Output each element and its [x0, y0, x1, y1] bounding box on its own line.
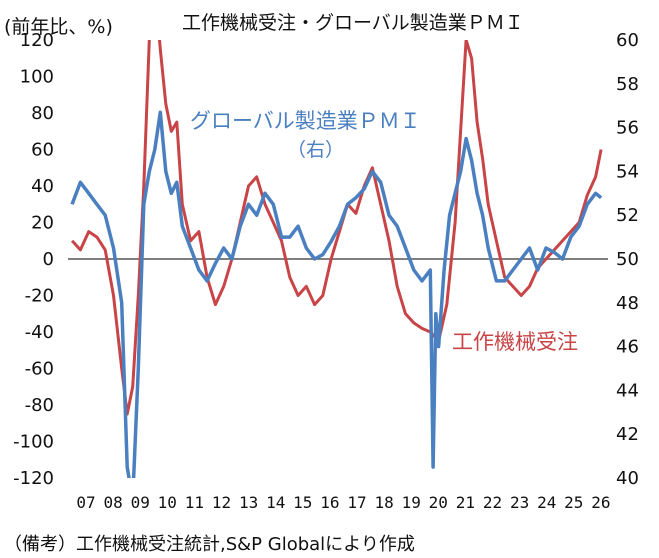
left-tick-label: 0 — [43, 249, 54, 270]
left-tick-label: 120 — [20, 30, 54, 51]
right-tick-label: 60 — [616, 30, 639, 51]
series-label-orders: 工作機械受注 — [452, 330, 578, 354]
x-tick-label: 25 — [564, 493, 583, 512]
left-tick-label: -40 — [25, 322, 54, 343]
series-line-machine-tool-orders — [70, 40, 603, 416]
right-tick-label: 56 — [616, 118, 639, 139]
right-tick-label: 42 — [616, 424, 639, 445]
series-label-pmi: グローバル製造業ＰＭＩ — [190, 109, 421, 133]
x-tick-label: 07 — [76, 493, 95, 512]
chart-title: 工作機械受注・グローバル製造業ＰＭＩ — [182, 12, 524, 34]
left-tick-label: -100 — [13, 432, 54, 453]
right-tick-label: 40 — [616, 468, 639, 489]
x-tick-label: 14 — [266, 493, 285, 512]
x-tick-label: 16 — [320, 493, 339, 512]
right-tick-label: 46 — [616, 337, 639, 358]
x-tick-label: 21 — [456, 493, 475, 512]
left-tick-label: 80 — [31, 103, 54, 124]
x-tick-label: 11 — [185, 493, 204, 512]
left-tick-label: -60 — [25, 359, 54, 380]
x-tick-label: 09 — [131, 493, 150, 512]
x-tick-label: 22 — [483, 493, 502, 512]
left-tick-label: -80 — [25, 395, 54, 416]
x-tick-label: 15 — [293, 493, 312, 512]
left-tick-label: 100 — [20, 67, 54, 88]
left-axis-unit-label: (前年比、%) — [4, 16, 113, 38]
x-tick-label: 18 — [374, 493, 393, 512]
x-tick-label: 19 — [402, 493, 421, 512]
series-line-global-pmi — [70, 110, 603, 478]
left-tick-label: 20 — [31, 213, 54, 234]
x-tick-label: 23 — [510, 493, 529, 512]
x-tick-label: 26 — [591, 493, 610, 512]
x-tick-label: 08 — [103, 493, 122, 512]
x-tick-label: 24 — [537, 493, 556, 512]
left-tick-label: -120 — [13, 468, 54, 489]
right-tick-label: 52 — [616, 205, 639, 226]
x-tick-label: 20 — [429, 493, 448, 512]
series-label-pmi-axis: （右） — [287, 139, 344, 161]
source-note: （備考）工作機械受注統計,S&P Globalにより作成 — [4, 534, 415, 555]
x-tick-label: 12 — [212, 493, 231, 512]
right-axis-ticks: 60 58 56 54 52 50 48 46 44 42 40 — [616, 30, 639, 489]
x-tick-label: 10 — [158, 493, 177, 512]
right-tick-label: 58 — [616, 74, 639, 95]
x-axis-ticks: 07 08 09 10 11 12 13 14 15 16 17 18 19 20 21 22 23 24 25 26 — [76, 493, 610, 512]
right-tick-label: 48 — [616, 293, 639, 314]
right-tick-label: 54 — [616, 161, 639, 182]
left-tick-label: 60 — [31, 140, 54, 161]
right-tick-label: 50 — [616, 249, 639, 270]
x-tick-label: 17 — [347, 493, 366, 512]
left-tick-label: 40 — [31, 176, 54, 197]
right-tick-label: 44 — [616, 380, 639, 401]
left-axis-ticks: 120 100 80 60 40 20 0 -20 -40 -60 -80 -100 -120 — [13, 30, 54, 489]
x-tick-label: 13 — [239, 493, 258, 512]
left-tick-label: -20 — [25, 286, 54, 307]
